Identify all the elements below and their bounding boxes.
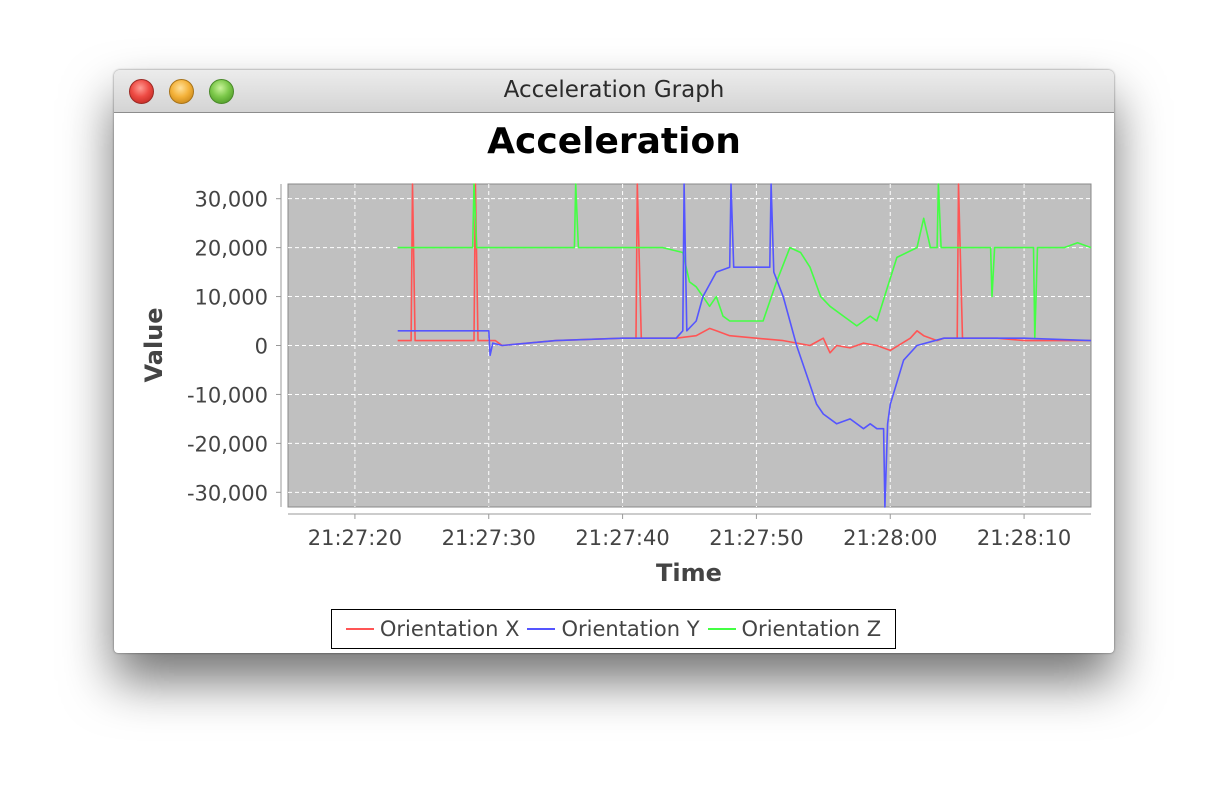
x-tick-label: 21:27:20 bbox=[308, 526, 402, 550]
y-tick-label: 10,000 bbox=[195, 286, 268, 310]
x-axis-label: Time bbox=[656, 559, 722, 587]
chart-window: Acceleration Graph Acceleration 30,000 20… bbox=[114, 70, 1114, 653]
acceleration-chart: Acceleration 30,000 20,000 10,000 0 -10,000 -… bbox=[140, 121, 1092, 587]
series-line-orientation-y bbox=[397, 183, 1092, 508]
y-tick-label: 30,000 bbox=[195, 188, 268, 212]
legend-swatch bbox=[707, 628, 736, 630]
x-tick-label: 21:27:30 bbox=[442, 526, 536, 550]
close-button[interactable] bbox=[129, 79, 154, 104]
x-tick-label: 21:28:00 bbox=[843, 526, 937, 550]
y-tick-label: 0 bbox=[255, 335, 268, 359]
series-line-orientation-z bbox=[397, 183, 1092, 339]
chart-title: Acceleration bbox=[487, 121, 741, 162]
legend-label: Orientation Y bbox=[561, 617, 700, 641]
legend-swatch bbox=[527, 628, 556, 630]
maximize-button[interactable] bbox=[209, 79, 234, 104]
y-tick-label: -30,000 bbox=[187, 481, 268, 505]
minimize-button[interactable] bbox=[169, 79, 194, 104]
legend-label: Orientation X bbox=[379, 617, 520, 641]
legend-label: Orientation Z bbox=[741, 617, 882, 641]
y-tick-label: 20,000 bbox=[195, 237, 268, 261]
chart-legend: Orientation X Orientation Y Orientation Z bbox=[331, 609, 896, 649]
legend-item: Orientation X bbox=[345, 617, 520, 641]
legend-swatch bbox=[345, 628, 374, 630]
x-tick-labels: 21:27:20 21:27:30 21:27:40 21:27:50 21:28:00… bbox=[308, 514, 1071, 550]
y-tick-label: -10,000 bbox=[187, 383, 268, 407]
series-layer bbox=[397, 183, 1092, 508]
x-tick-label: 21:27:50 bbox=[709, 526, 803, 550]
legend-item: Orientation Y bbox=[527, 617, 700, 641]
y-tick-labels: 30,000 20,000 10,000 0 -10,000 -20,000 -30,000 bbox=[187, 188, 281, 505]
window-title: Acceleration Graph bbox=[503, 77, 725, 103]
title-bar[interactable]: Acceleration Graph bbox=[114, 70, 1114, 113]
legend-item: Orientation Z bbox=[707, 617, 882, 641]
y-tick-label: -20,000 bbox=[187, 432, 268, 456]
x-tick-label: 21:27:40 bbox=[575, 526, 669, 550]
x-tick-label: 21:28:10 bbox=[977, 526, 1071, 550]
y-axis-label: Value bbox=[140, 307, 168, 382]
